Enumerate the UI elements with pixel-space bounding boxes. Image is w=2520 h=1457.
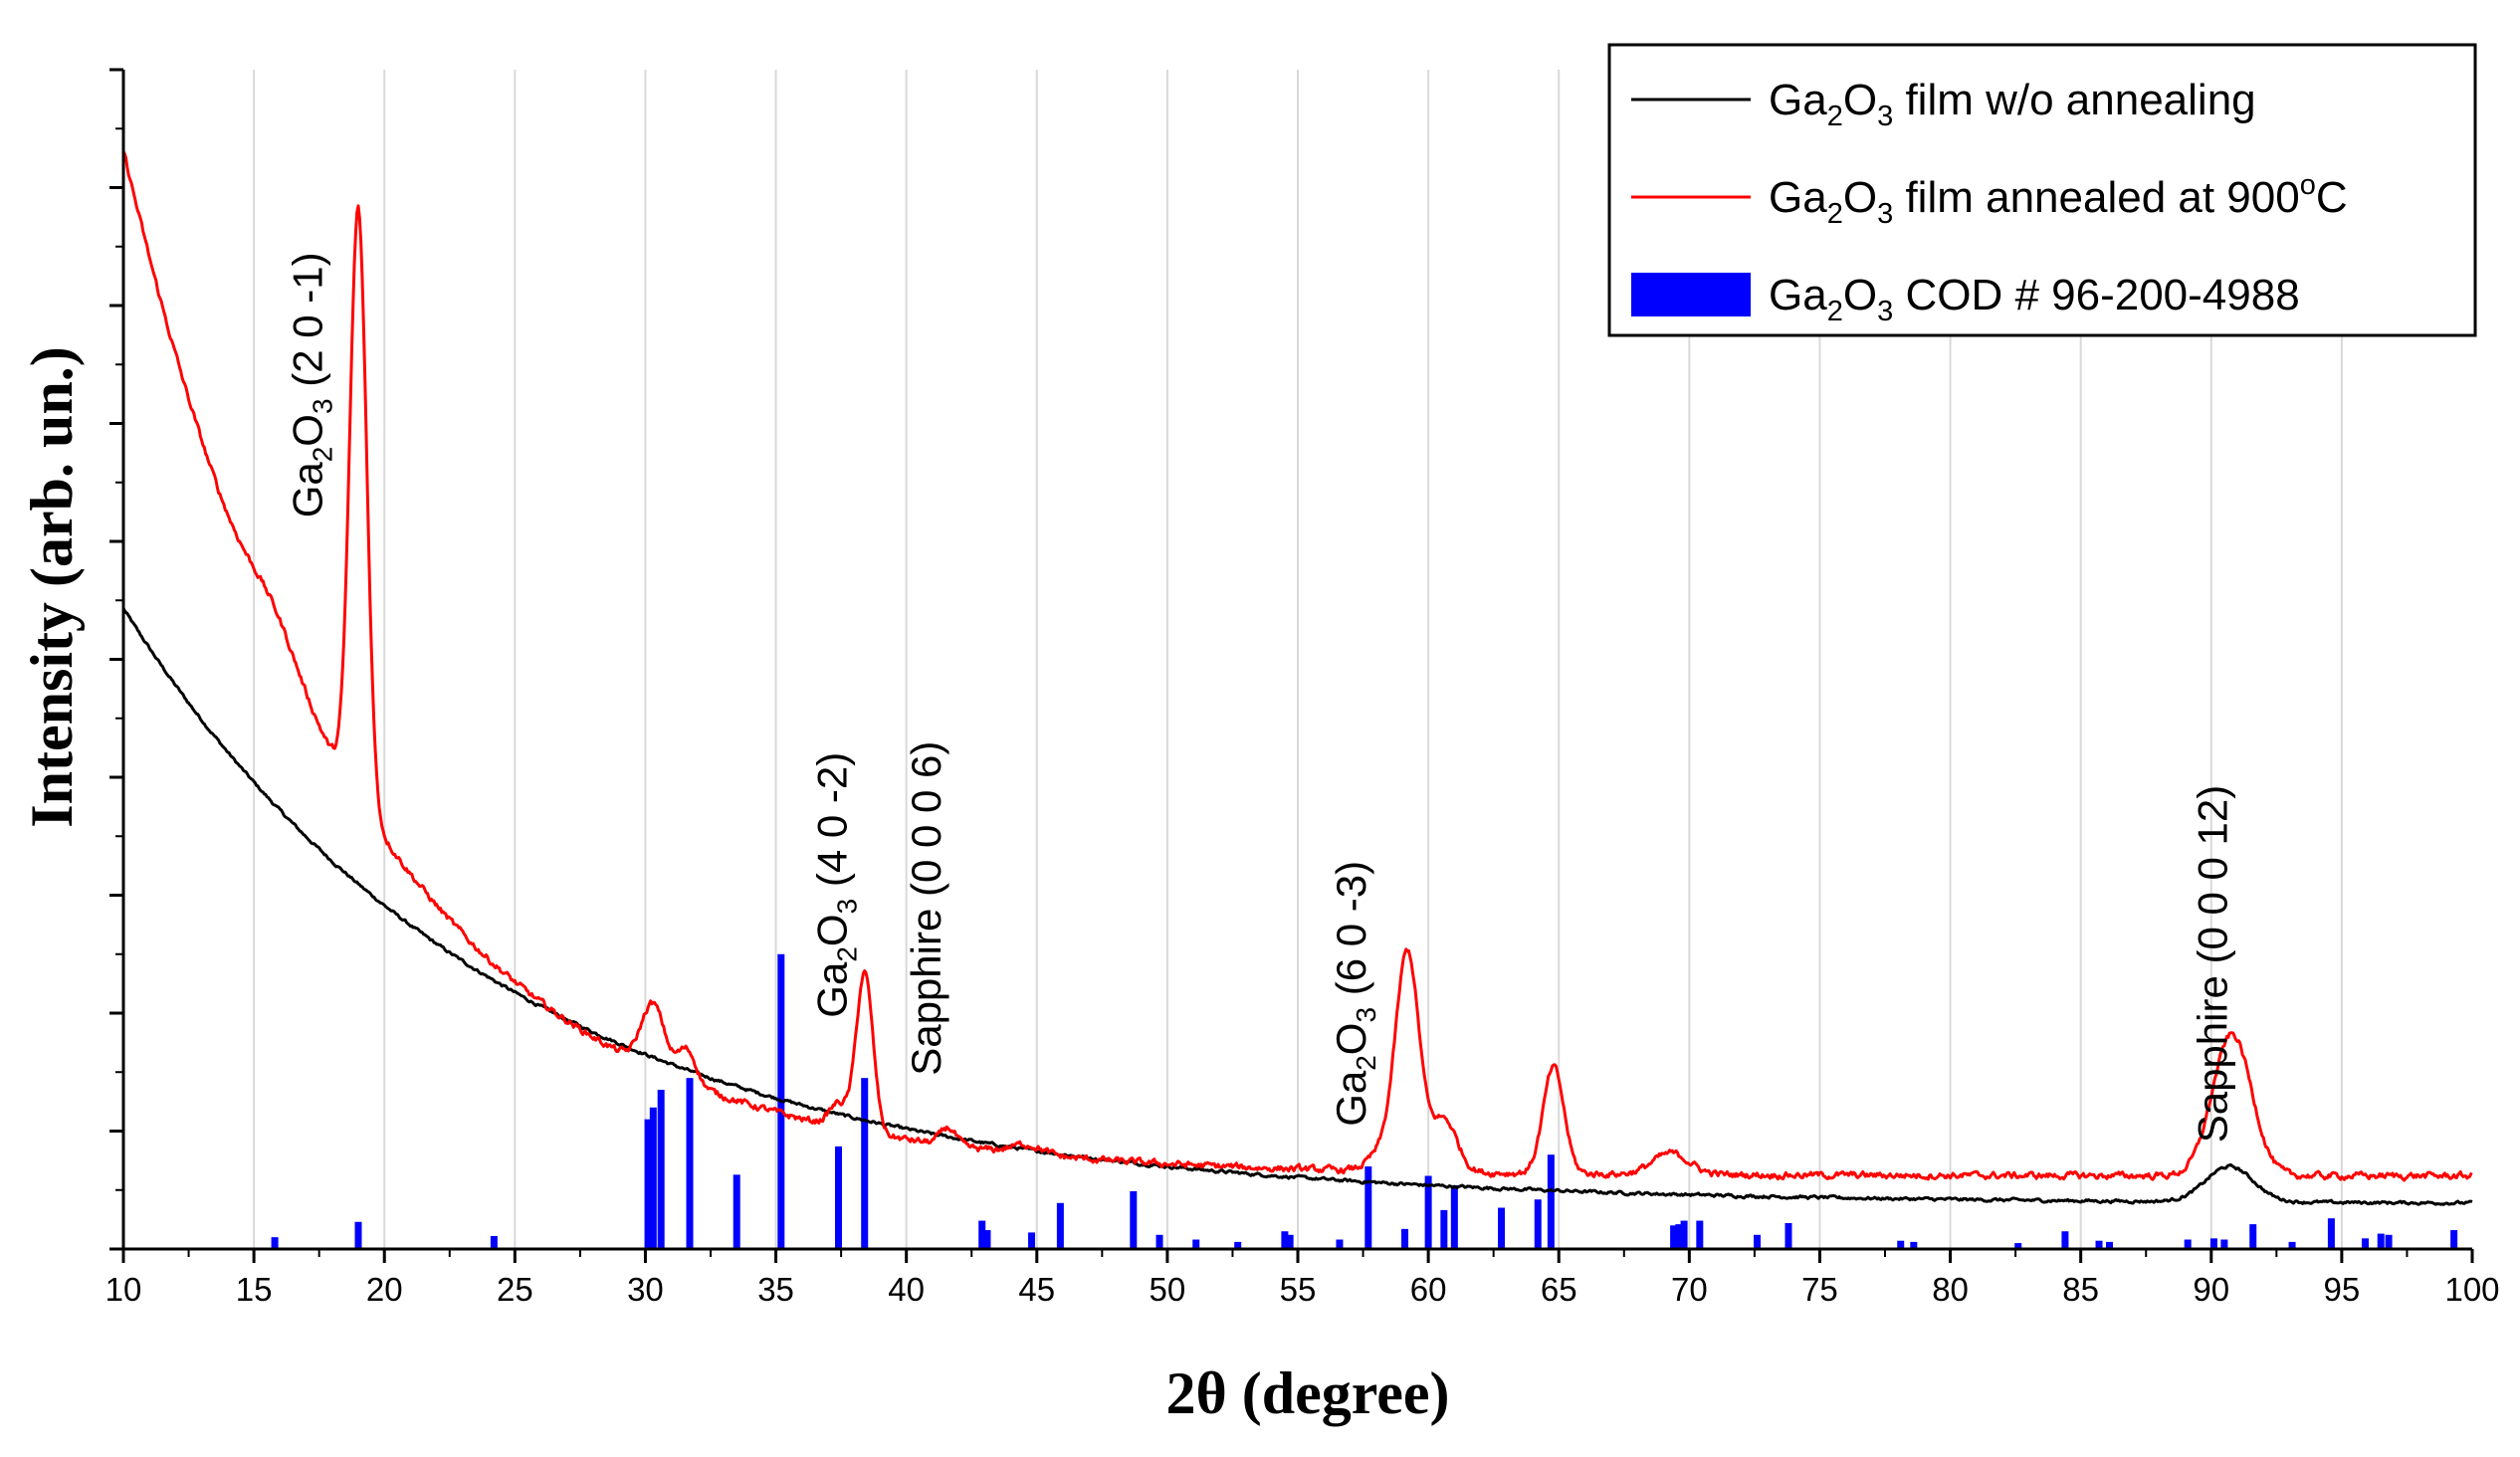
x-tick-label: 75 (1801, 1271, 1838, 1308)
reference-bar (271, 1237, 279, 1249)
reference-bar (649, 1107, 657, 1249)
reference-bar (1910, 1241, 1918, 1249)
series-line-unannealed (121, 607, 2473, 1206)
reference-bar (1897, 1240, 1905, 1249)
reference-bar (1056, 1202, 1064, 1249)
peak-annotations: Ga2O3 (2 0 -1) Ga2O3 (4 0 -2) Sapphire (0 … (284, 252, 2235, 1143)
x-tick-label: 55 (1280, 1271, 1317, 1308)
legend: Ga2O3 film w/o annealing Ga2O3 film annea… (1607, 43, 2477, 337)
reference-bar (686, 1078, 694, 1249)
x-tick-label: 95 (2324, 1271, 2361, 1308)
x-tick-label: 60 (1410, 1271, 1447, 1308)
x-tick-label: 90 (2193, 1271, 2229, 1308)
reference-bar (2361, 1238, 2369, 1249)
reference-bar (1696, 1220, 1704, 1249)
x-tick-label: 100 (2444, 1271, 2499, 1308)
reference-bar (354, 1221, 362, 1249)
reference-bar (1534, 1199, 1542, 1249)
reference-bar (1680, 1220, 1688, 1249)
reference-bar (1155, 1234, 1163, 1249)
x-tick-label: 70 (1671, 1271, 1708, 1308)
peak-annotation-2: Ga2O3 (4 0 -2) (808, 752, 862, 1018)
reference-bar (657, 1090, 665, 1249)
reference-bar (1785, 1222, 1792, 1249)
reference-bar (1498, 1207, 1506, 1249)
reference-bar (490, 1235, 498, 1249)
reference-bar (2106, 1241, 2114, 1249)
reference-bar (2450, 1230, 2458, 1249)
reference-bar (2209, 1238, 2217, 1249)
data-series (121, 150, 2473, 1206)
legend-label-3: Ga2O3 COD # 96-200-4988 (1769, 271, 2300, 327)
reference-bar (1670, 1225, 1678, 1249)
reference-bar (983, 1230, 991, 1249)
x-tick-label: 45 (1018, 1271, 1055, 1308)
reference-bar (2385, 1234, 2393, 1249)
axes: 10 15 20 25 30 35 40 45 50 55 60 65 70 75 80 85 90 95 100 (105, 68, 2500, 1308)
reference-bar (861, 1078, 869, 1249)
x-tick-label: 20 (366, 1271, 403, 1308)
reference-bar (1401, 1228, 1409, 1249)
x-tick-label: 40 (888, 1271, 925, 1308)
peak-annotation-5: Sapphire (0 0 0 12) (2190, 785, 2236, 1144)
reference-bar (978, 1220, 986, 1249)
reference-bar (1450, 1185, 1458, 1249)
x-tick-label: 10 (105, 1271, 142, 1308)
reference-bar (1675, 1224, 1683, 1249)
reference-bar (1336, 1239, 1344, 1249)
peak-annotation-1: Ga2O3 (2 0 -1) (284, 252, 337, 518)
reference-bar (2327, 1218, 2335, 1249)
x-tick-label: 85 (2062, 1271, 2099, 1308)
reference-bar (1130, 1190, 1138, 1249)
legend-box (1607, 43, 2477, 337)
x-axis-title: 2θ (degree) (1165, 1360, 1449, 1426)
reference-bar (1281, 1231, 1289, 1249)
x-tick-label: 25 (497, 1271, 533, 1308)
reference-bars (271, 953, 2458, 1249)
reference-bar (1547, 1154, 1555, 1249)
series-line-annealed (121, 150, 2473, 1182)
reference-bar (1365, 1166, 1372, 1249)
reference-bar (2288, 1241, 2296, 1249)
reference-bar (2061, 1231, 2069, 1249)
peak-annotation-3: Sapphire (0 0 0 6) (903, 741, 949, 1076)
x-tick-label: 65 (1541, 1271, 1577, 1308)
x-tick-label: 15 (236, 1271, 273, 1308)
legend-label-1: Ga2O3 film w/o annealing (1769, 76, 2256, 132)
legend-label-2: Ga2O3 film annealed at 900oC (1769, 169, 2348, 230)
x-tick-label: 35 (757, 1271, 794, 1308)
reference-bar (644, 1119, 652, 1249)
reference-bar (1028, 1232, 1036, 1249)
reference-bar (733, 1174, 740, 1249)
reference-bar (2014, 1243, 2022, 1249)
reference-bar (834, 1145, 842, 1249)
legend-swatch-bar (1631, 273, 1751, 316)
reference-bar (1754, 1234, 1762, 1249)
x-tick-label: 30 (627, 1271, 664, 1308)
reference-bar (2095, 1240, 2103, 1249)
x-tick-label: 50 (1150, 1271, 1186, 1308)
x-tick-label: 80 (1932, 1271, 1969, 1308)
peak-annotation-4: Ga2O3 (6 0 -3) (1328, 861, 1381, 1127)
reference-bar (2184, 1239, 2192, 1249)
y-axis-title: Intensity (arb. un.) (19, 346, 85, 827)
reference-bar (1424, 1175, 1432, 1249)
reference-bar (2377, 1233, 2385, 1249)
reference-bar (1234, 1241, 1242, 1249)
reference-bar (1440, 1209, 1448, 1249)
reference-bar (1192, 1239, 1200, 1249)
reference-bar (2249, 1224, 2257, 1249)
reference-bar (1286, 1234, 1294, 1249)
reference-bar (2220, 1239, 2228, 1249)
